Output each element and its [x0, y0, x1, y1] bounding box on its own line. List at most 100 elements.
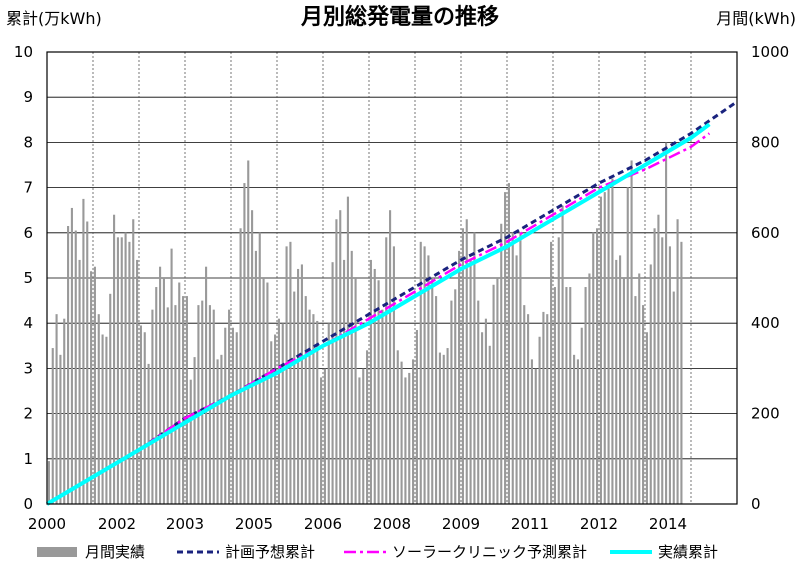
legend-swatch-bar	[37, 547, 77, 557]
monthly-bar	[339, 210, 342, 504]
monthly-bar	[458, 250, 461, 504]
x-tick-label: 2009	[442, 515, 480, 533]
monthly-bar	[599, 196, 602, 504]
monthly-bar	[465, 219, 468, 505]
monthly-bar	[293, 291, 296, 504]
monthly-bar	[500, 223, 503, 504]
monthly-bar	[423, 246, 426, 505]
y-left-tick-label: 10	[14, 43, 33, 61]
monthly-bar	[473, 232, 476, 505]
y-left-ticks: 0 1 2 3 4 5 6 7 8 9 10	[14, 43, 33, 513]
monthly-bar	[542, 311, 545, 504]
monthly-bar	[396, 350, 399, 504]
monthly-bar	[569, 287, 572, 504]
monthly-bar	[101, 334, 104, 504]
monthly-bar	[201, 300, 204, 504]
monthly-bar	[626, 187, 629, 504]
monthly-bar	[469, 259, 472, 504]
monthly-bar	[488, 345, 491, 504]
monthly-bar	[408, 372, 411, 504]
monthly-bar	[205, 266, 208, 504]
y-left-tick-label: 9	[23, 88, 33, 106]
monthly-bar	[615, 259, 618, 504]
monthly-bar	[362, 368, 365, 504]
cumulative-lines	[45, 100, 738, 506]
monthly-bar	[281, 323, 284, 504]
monthly-bar	[139, 325, 142, 504]
monthly-bar	[404, 377, 407, 504]
monthly-bar	[354, 278, 357, 504]
monthly-bar	[607, 187, 610, 504]
monthly-bar	[258, 232, 261, 505]
monthly-bar	[519, 232, 522, 505]
monthly-bar	[55, 314, 58, 504]
monthly-bar	[124, 232, 127, 505]
monthly-bar	[86, 221, 89, 504]
y-left-tick-label: 5	[23, 269, 33, 287]
gridlines	[46, 51, 737, 505]
monthly-bars	[47, 142, 683, 505]
monthly-bar	[611, 178, 614, 504]
monthly-bar	[231, 327, 234, 504]
y-left-tick-label: 8	[23, 133, 33, 151]
monthly-bar	[170, 248, 173, 504]
monthly-bar	[369, 259, 372, 504]
monthly-bar	[400, 361, 403, 504]
monthly-bar	[412, 359, 415, 504]
monthly-bar	[676, 219, 679, 505]
monthly-bar	[93, 266, 96, 504]
monthly-bar	[504, 192, 507, 504]
monthly-bar	[619, 255, 622, 504]
monthly-bar	[546, 314, 549, 504]
monthly-bar	[128, 241, 131, 504]
monthly-bar	[538, 336, 541, 504]
monthly-bar	[680, 241, 683, 504]
monthly-bar	[47, 461, 50, 504]
x-tick-label: 2008	[373, 515, 411, 533]
y-left-tick-label: 6	[23, 224, 33, 242]
monthly-bar	[312, 314, 315, 504]
monthly-bar	[358, 377, 361, 504]
monthly-bar	[385, 237, 388, 504]
monthly-bar	[588, 273, 591, 504]
x-tick-label: 2002	[98, 515, 136, 533]
monthly-bar	[592, 232, 595, 505]
monthly-bar	[557, 237, 560, 504]
monthly-bar	[247, 160, 250, 505]
monthly-bar	[461, 228, 464, 504]
monthly-bar	[603, 192, 606, 504]
monthly-bar	[285, 246, 288, 505]
legend-label: 実績累計	[658, 543, 718, 561]
monthly-bar	[182, 296, 185, 504]
monthly-bar	[596, 228, 599, 504]
monthly-bar	[105, 336, 108, 504]
monthly-bar	[438, 352, 441, 504]
y-right-tick-label: 600	[751, 224, 780, 242]
monthly-bar	[534, 368, 537, 504]
monthly-bar	[331, 262, 334, 504]
monthly-bar	[243, 183, 246, 504]
y-left-tick-label: 3	[23, 359, 33, 377]
monthly-bar	[274, 334, 277, 504]
monthly-bar	[553, 287, 556, 504]
monthly-bar	[527, 314, 530, 504]
x-tick-label: 2000	[28, 515, 66, 533]
x-tick-label: 2006	[304, 515, 342, 533]
monthly-bar	[346, 196, 349, 504]
monthly-bar	[120, 237, 123, 504]
monthly-bar	[634, 296, 637, 504]
monthly-bar	[584, 287, 587, 504]
monthly-bar	[389, 210, 392, 504]
monthly-bar	[235, 332, 238, 504]
monthly-bar	[343, 259, 346, 504]
monthly-bar	[435, 296, 438, 504]
monthly-bar	[304, 296, 307, 504]
actual-cumulative-line	[45, 122, 711, 506]
monthly-bar	[132, 219, 135, 505]
monthly-bar	[530, 359, 533, 504]
y-left-tick-label: 4	[23, 314, 33, 332]
monthly-bar	[78, 259, 81, 504]
monthly-bar	[193, 357, 196, 504]
y-left-tick-label: 1	[23, 450, 33, 468]
